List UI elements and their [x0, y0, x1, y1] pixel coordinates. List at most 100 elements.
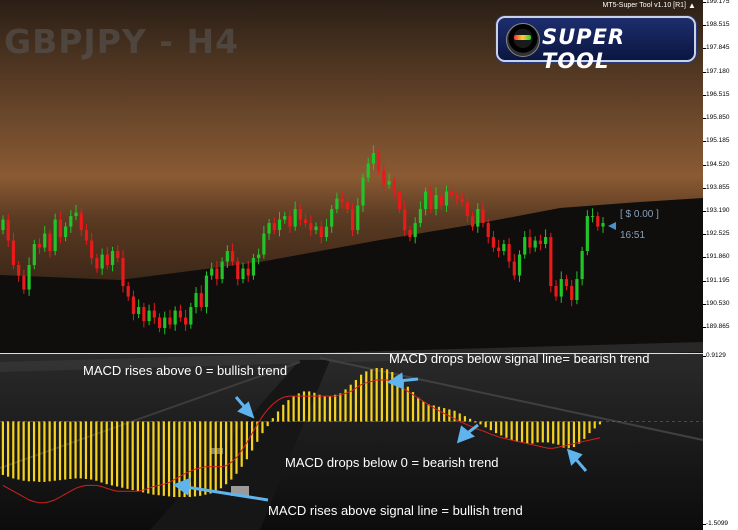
candle-bull [314, 226, 318, 231]
macd-bar [318, 394, 321, 422]
macd-bar [531, 421, 534, 444]
candle-bear [455, 195, 459, 199]
candle-bear [131, 296, 136, 315]
candle-bear [486, 223, 490, 238]
macd-bar [245, 421, 248, 460]
macd-bar [375, 368, 378, 422]
candle-bull [590, 216, 595, 218]
price-tick-label: 191.860 [706, 253, 730, 261]
graduation-cap-icon[interactable]: ▲ [688, 1, 696, 10]
macd-bar [411, 392, 415, 422]
arrow-head [237, 401, 255, 419]
candle-bear [152, 310, 156, 318]
arrow-head [172, 477, 191, 496]
macd-bar [354, 380, 358, 422]
candle-bull [601, 223, 605, 227]
candle-bear [48, 233, 52, 252]
candle-bull [517, 254, 522, 276]
price-tick-label: 198.515 [706, 21, 730, 29]
macd-bar [250, 421, 254, 451]
arrow-head [456, 425, 475, 444]
candle-bull [204, 275, 209, 308]
candle-bull [371, 153, 376, 164]
candle-bear [497, 247, 501, 252]
candle-bear [230, 251, 235, 262]
macd-bar [230, 421, 233, 480]
price-tick-label: 192.525 [706, 230, 730, 238]
candle-bull [147, 310, 151, 322]
candle-bull [64, 226, 68, 238]
macd-bar [536, 421, 539, 443]
candle-bear [470, 216, 475, 227]
candle-bull [559, 279, 563, 297]
macd-bar [287, 400, 290, 422]
macd-tick-label: -1.5099 [706, 520, 729, 527]
speedometer-icon [506, 23, 540, 57]
candle-bear [116, 251, 120, 259]
candle-bear [481, 209, 485, 224]
candle-bear [84, 230, 89, 241]
candle-bear [450, 191, 454, 196]
candle-bear [507, 244, 511, 262]
candle-bull [257, 254, 261, 259]
tick-mark [703, 280, 706, 282]
macd-bar [256, 421, 259, 442]
macd-bar [225, 421, 228, 485]
macd-bar [6, 421, 10, 477]
candle-bull [502, 244, 506, 252]
tick-mark [703, 2, 706, 3]
candle-bull [267, 223, 271, 234]
candle-bull [27, 265, 31, 290]
position-profit-label: [ $ 0.00 ] [620, 209, 659, 220]
macd-bar [167, 421, 171, 497]
candle-bear [178, 310, 182, 318]
candle-bear [319, 226, 323, 238]
lane-marker [211, 448, 223, 454]
macd-tick-label: 0.9129 [706, 352, 726, 359]
tick-mark [703, 303, 706, 305]
macd-bar [12, 421, 15, 479]
macd-bar [162, 421, 165, 496]
macd-bar [510, 421, 513, 441]
candle-bull [137, 307, 141, 315]
macd-bar [422, 401, 425, 422]
candle-bull [173, 310, 177, 325]
macd-bar [562, 421, 565, 448]
candle-bear [460, 198, 464, 203]
candle-bear [121, 258, 125, 287]
macd-bar [219, 421, 223, 489]
candle-bull [251, 258, 256, 276]
macd-bar [90, 421, 93, 480]
macd-bar [157, 421, 160, 496]
candle-bear [95, 258, 99, 269]
macd-bar [261, 421, 264, 434]
macd-bar [505, 421, 508, 438]
macd-bar [365, 371, 368, 422]
candle-bear [236, 261, 240, 280]
macd-bar [282, 404, 285, 422]
candle-bull [476, 209, 480, 227]
macd-bar [344, 389, 347, 422]
candle-bull [324, 226, 329, 238]
macd-bar [126, 421, 129, 489]
candle-bull [418, 209, 422, 224]
macd-bar [484, 421, 487, 428]
macd-bar [152, 421, 155, 495]
macd-bar [100, 421, 103, 483]
price-tick-label: 196.515 [706, 90, 730, 98]
macd-bar [292, 396, 295, 422]
annotation-macd-above-zero: MACD rises above 0 = bullish trend [83, 363, 288, 378]
candle-bear [564, 279, 569, 287]
macd-bar [541, 421, 544, 443]
tick-mark [703, 48, 706, 50]
candle-bear [345, 202, 349, 210]
candle-bull [575, 279, 579, 301]
candle-bear [215, 268, 219, 280]
macd-bar [552, 421, 555, 444]
price-tick-label: 193.190 [706, 206, 730, 214]
candle-bull [356, 205, 360, 231]
candle-bear [288, 216, 292, 227]
candle-bear [105, 254, 109, 266]
macd-bar [391, 372, 394, 422]
